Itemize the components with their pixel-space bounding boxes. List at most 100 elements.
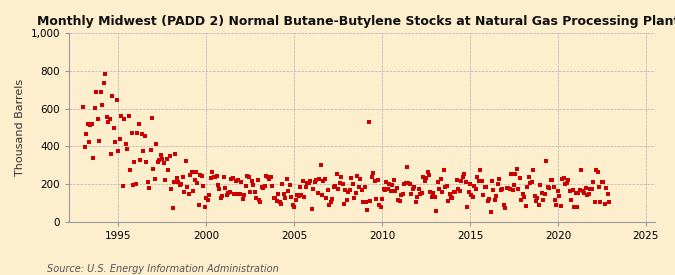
Point	[514, 176, 525, 180]
Point	[572, 205, 583, 210]
Point	[464, 182, 475, 186]
Point	[186, 170, 197, 174]
Point	[170, 152, 181, 156]
Point	[522, 184, 533, 189]
Point	[419, 179, 430, 184]
Point	[500, 205, 510, 210]
Point	[378, 186, 389, 191]
Point	[145, 148, 156, 153]
Point	[484, 197, 495, 201]
Point	[413, 187, 424, 191]
Point	[554, 194, 565, 198]
Point	[582, 192, 593, 197]
Text: Source: U.S. Energy Information Administration: Source: U.S. Energy Information Administ…	[47, 264, 279, 274]
Point	[120, 142, 131, 146]
Point	[238, 197, 248, 201]
Point	[134, 122, 144, 127]
Point	[343, 190, 354, 194]
Point	[482, 199, 493, 203]
Point	[207, 170, 217, 174]
Point	[126, 130, 137, 135]
Y-axis label: Thousand Barrels: Thousand Barrels	[15, 79, 25, 176]
Point	[105, 151, 116, 156]
Point	[562, 181, 572, 186]
Point	[400, 181, 411, 186]
Point	[595, 199, 606, 204]
Point	[165, 187, 176, 191]
Point	[587, 186, 597, 191]
Point	[305, 178, 316, 183]
Point	[556, 204, 566, 209]
Point	[491, 194, 502, 199]
Point	[457, 175, 468, 179]
Point	[592, 170, 603, 174]
Point	[524, 181, 535, 186]
Point	[504, 187, 515, 191]
Point	[221, 193, 232, 198]
Point	[392, 186, 402, 191]
Point	[78, 105, 88, 109]
Point	[560, 182, 570, 186]
Point	[154, 158, 165, 162]
Point	[350, 191, 361, 195]
Point	[255, 200, 266, 205]
Point	[151, 142, 162, 146]
Point	[259, 183, 270, 188]
Point	[553, 189, 564, 193]
Point	[459, 172, 470, 177]
Point	[318, 179, 329, 183]
Point	[327, 197, 338, 202]
Point	[529, 193, 540, 198]
Point	[598, 179, 609, 184]
Point	[130, 182, 141, 186]
Point	[479, 185, 490, 189]
Point	[167, 206, 178, 210]
Point	[178, 175, 188, 179]
Point	[535, 183, 546, 187]
Point	[240, 184, 251, 188]
Point	[368, 171, 379, 175]
Point	[473, 179, 484, 183]
Point	[101, 115, 112, 119]
Point	[99, 81, 109, 85]
Point	[88, 156, 99, 160]
Point	[566, 198, 576, 202]
Point	[313, 191, 323, 195]
Point	[148, 167, 159, 171]
Point	[84, 140, 95, 145]
Point	[456, 179, 466, 184]
Point	[256, 185, 267, 189]
Point	[296, 193, 307, 197]
Point	[493, 182, 504, 186]
Point	[385, 189, 396, 193]
Point	[403, 181, 414, 185]
Point	[157, 157, 167, 162]
Point	[446, 195, 456, 199]
Point	[229, 192, 240, 197]
Point	[150, 177, 161, 181]
Point	[429, 195, 440, 200]
Point	[453, 187, 464, 191]
Point	[246, 178, 257, 183]
Point	[408, 186, 418, 191]
Point	[331, 172, 342, 176]
Point	[390, 189, 401, 194]
Point	[342, 198, 352, 203]
Point	[520, 204, 531, 208]
Point	[545, 177, 556, 182]
Point	[519, 194, 530, 199]
Point	[506, 172, 516, 176]
Point	[280, 196, 291, 200]
Point	[81, 132, 92, 137]
Point	[205, 175, 216, 180]
Point	[217, 194, 227, 198]
Point	[516, 198, 526, 203]
Point	[452, 178, 462, 183]
Point	[337, 182, 348, 186]
Point	[198, 184, 209, 188]
Point	[447, 196, 458, 200]
Point	[574, 188, 585, 192]
Point	[304, 181, 315, 185]
Point	[114, 137, 125, 141]
Point	[119, 117, 130, 121]
